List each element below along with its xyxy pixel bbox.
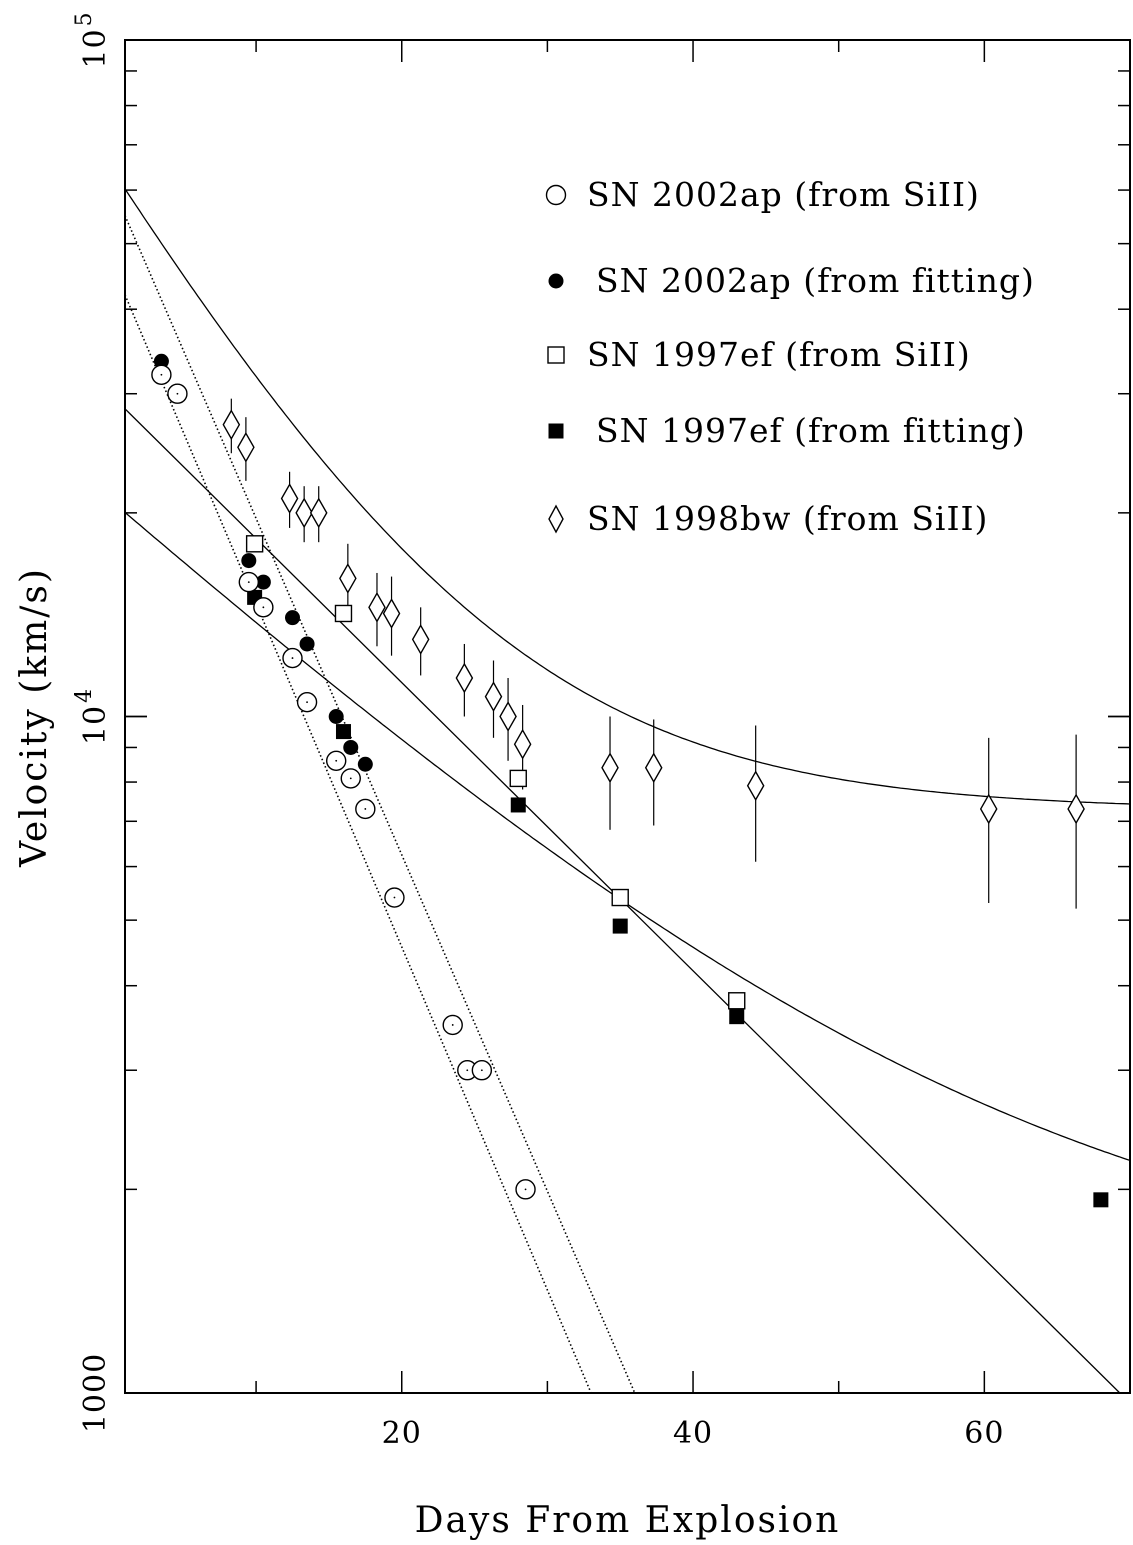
legend-item: SN 2002ap (from fitting) [548, 261, 1035, 300]
legend-symbol [545, 184, 567, 206]
legend-item: SN 2002ap (from SiII) [545, 175, 980, 214]
data-point [611, 888, 629, 907]
data-point-dot [480, 1069, 483, 1072]
data-point-dot [291, 657, 294, 659]
legend-symbol [548, 504, 564, 534]
x-tick-labels: 20 40 60 [382, 1416, 1004, 1451]
legend-label: SN 2002ap (from SiII) [587, 175, 980, 214]
data-point [357, 756, 373, 772]
data-point [285, 610, 300, 626]
data-point-dot [335, 759, 338, 762]
data-point [295, 497, 313, 529]
data-point-dot [306, 701, 308, 704]
data-point [729, 1009, 745, 1025]
data-point [368, 591, 386, 623]
data-point [979, 793, 998, 825]
data-point [309, 497, 328, 529]
data-point-dot [393, 896, 396, 899]
data-point [339, 563, 357, 594]
data-point-dot [524, 1188, 527, 1191]
data-point [334, 604, 353, 623]
data-point [513, 728, 532, 760]
data-point-dot [466, 1069, 469, 1072]
data-point [510, 797, 526, 813]
data-point [484, 681, 503, 713]
axis-ticks [125, 39, 1131, 1394]
data-point-dot [364, 808, 367, 810]
fit-line [125, 215, 636, 1393]
y-tick-label-exponent: 4 [72, 688, 97, 703]
data-point [455, 662, 474, 694]
legend-label: SN 2002ap (from fitting) [596, 261, 1035, 300]
data-point [601, 752, 619, 784]
data-point [335, 724, 351, 740]
data-point [153, 353, 169, 369]
data-point-dot [262, 606, 265, 609]
data-point [509, 769, 527, 788]
legend-symbol [547, 346, 565, 364]
data-point [328, 709, 344, 724]
x-tick-label: 40 [673, 1416, 713, 1451]
data-point [343, 739, 359, 755]
legend-item: SN 1997ef (from fitting) [548, 411, 1026, 450]
legend-symbol [548, 273, 564, 289]
data-point [222, 409, 241, 441]
fit-line [125, 188, 1130, 805]
legend-symbol [548, 423, 564, 439]
y-tick-label-text: 105 [72, 11, 113, 68]
legend-item: SN 1998bw (from SiII) [548, 499, 988, 538]
data-point-dot [247, 581, 250, 584]
x-tick-label: 60 [964, 1416, 1004, 1451]
data-markers [151, 353, 1109, 1208]
data-point [382, 598, 401, 629]
data-point-dot [451, 1024, 454, 1026]
data-point [1067, 793, 1085, 825]
legend: SN 2002ap (from SiII) SN 2002ap (from fit… [545, 175, 1035, 538]
y-tick-label-exponent: 5 [72, 11, 97, 26]
data-point [299, 636, 315, 652]
data-point [245, 535, 264, 553]
data-point-dot [160, 373, 163, 376]
fit-line [125, 294, 592, 1393]
data-point [612, 918, 628, 934]
data-point [746, 770, 765, 802]
data-point [1093, 1192, 1109, 1208]
data-point [241, 553, 257, 569]
data-point [499, 701, 517, 732]
legend-label: SN 1998bw (from SiII) [587, 499, 988, 538]
y-axis-title: Velocity (km/s) [14, 567, 55, 868]
y-tick-label-text: 1000 [78, 1353, 113, 1433]
fit-line [125, 511, 1130, 1162]
data-point-dot [176, 392, 179, 395]
x-axis-title: Days From Explosion [415, 1500, 841, 1541]
y-tick-label-text: 104 [72, 688, 113, 745]
y-tick-label: 105 [72, 11, 113, 68]
y-tick-label: 1000 [78, 1353, 113, 1433]
data-point-dot [349, 777, 352, 780]
data-point [280, 483, 299, 514]
legend-label: SN 1997ef (from SiII) [587, 335, 971, 374]
y-tick-labels: 1000 104 105 [72, 11, 113, 1433]
y-tick-label: 104 [72, 688, 113, 745]
legend-item: SN 1997ef (from SiII) [547, 335, 971, 374]
data-point [411, 624, 430, 655]
data-point [255, 574, 271, 590]
data-point [728, 992, 746, 1010]
data-point [237, 431, 255, 463]
data-point [644, 752, 663, 784]
legend-label: SN 1997ef (from fitting) [596, 411, 1026, 450]
x-tick-label: 20 [382, 1416, 422, 1451]
plot-frame [124, 39, 1131, 1394]
